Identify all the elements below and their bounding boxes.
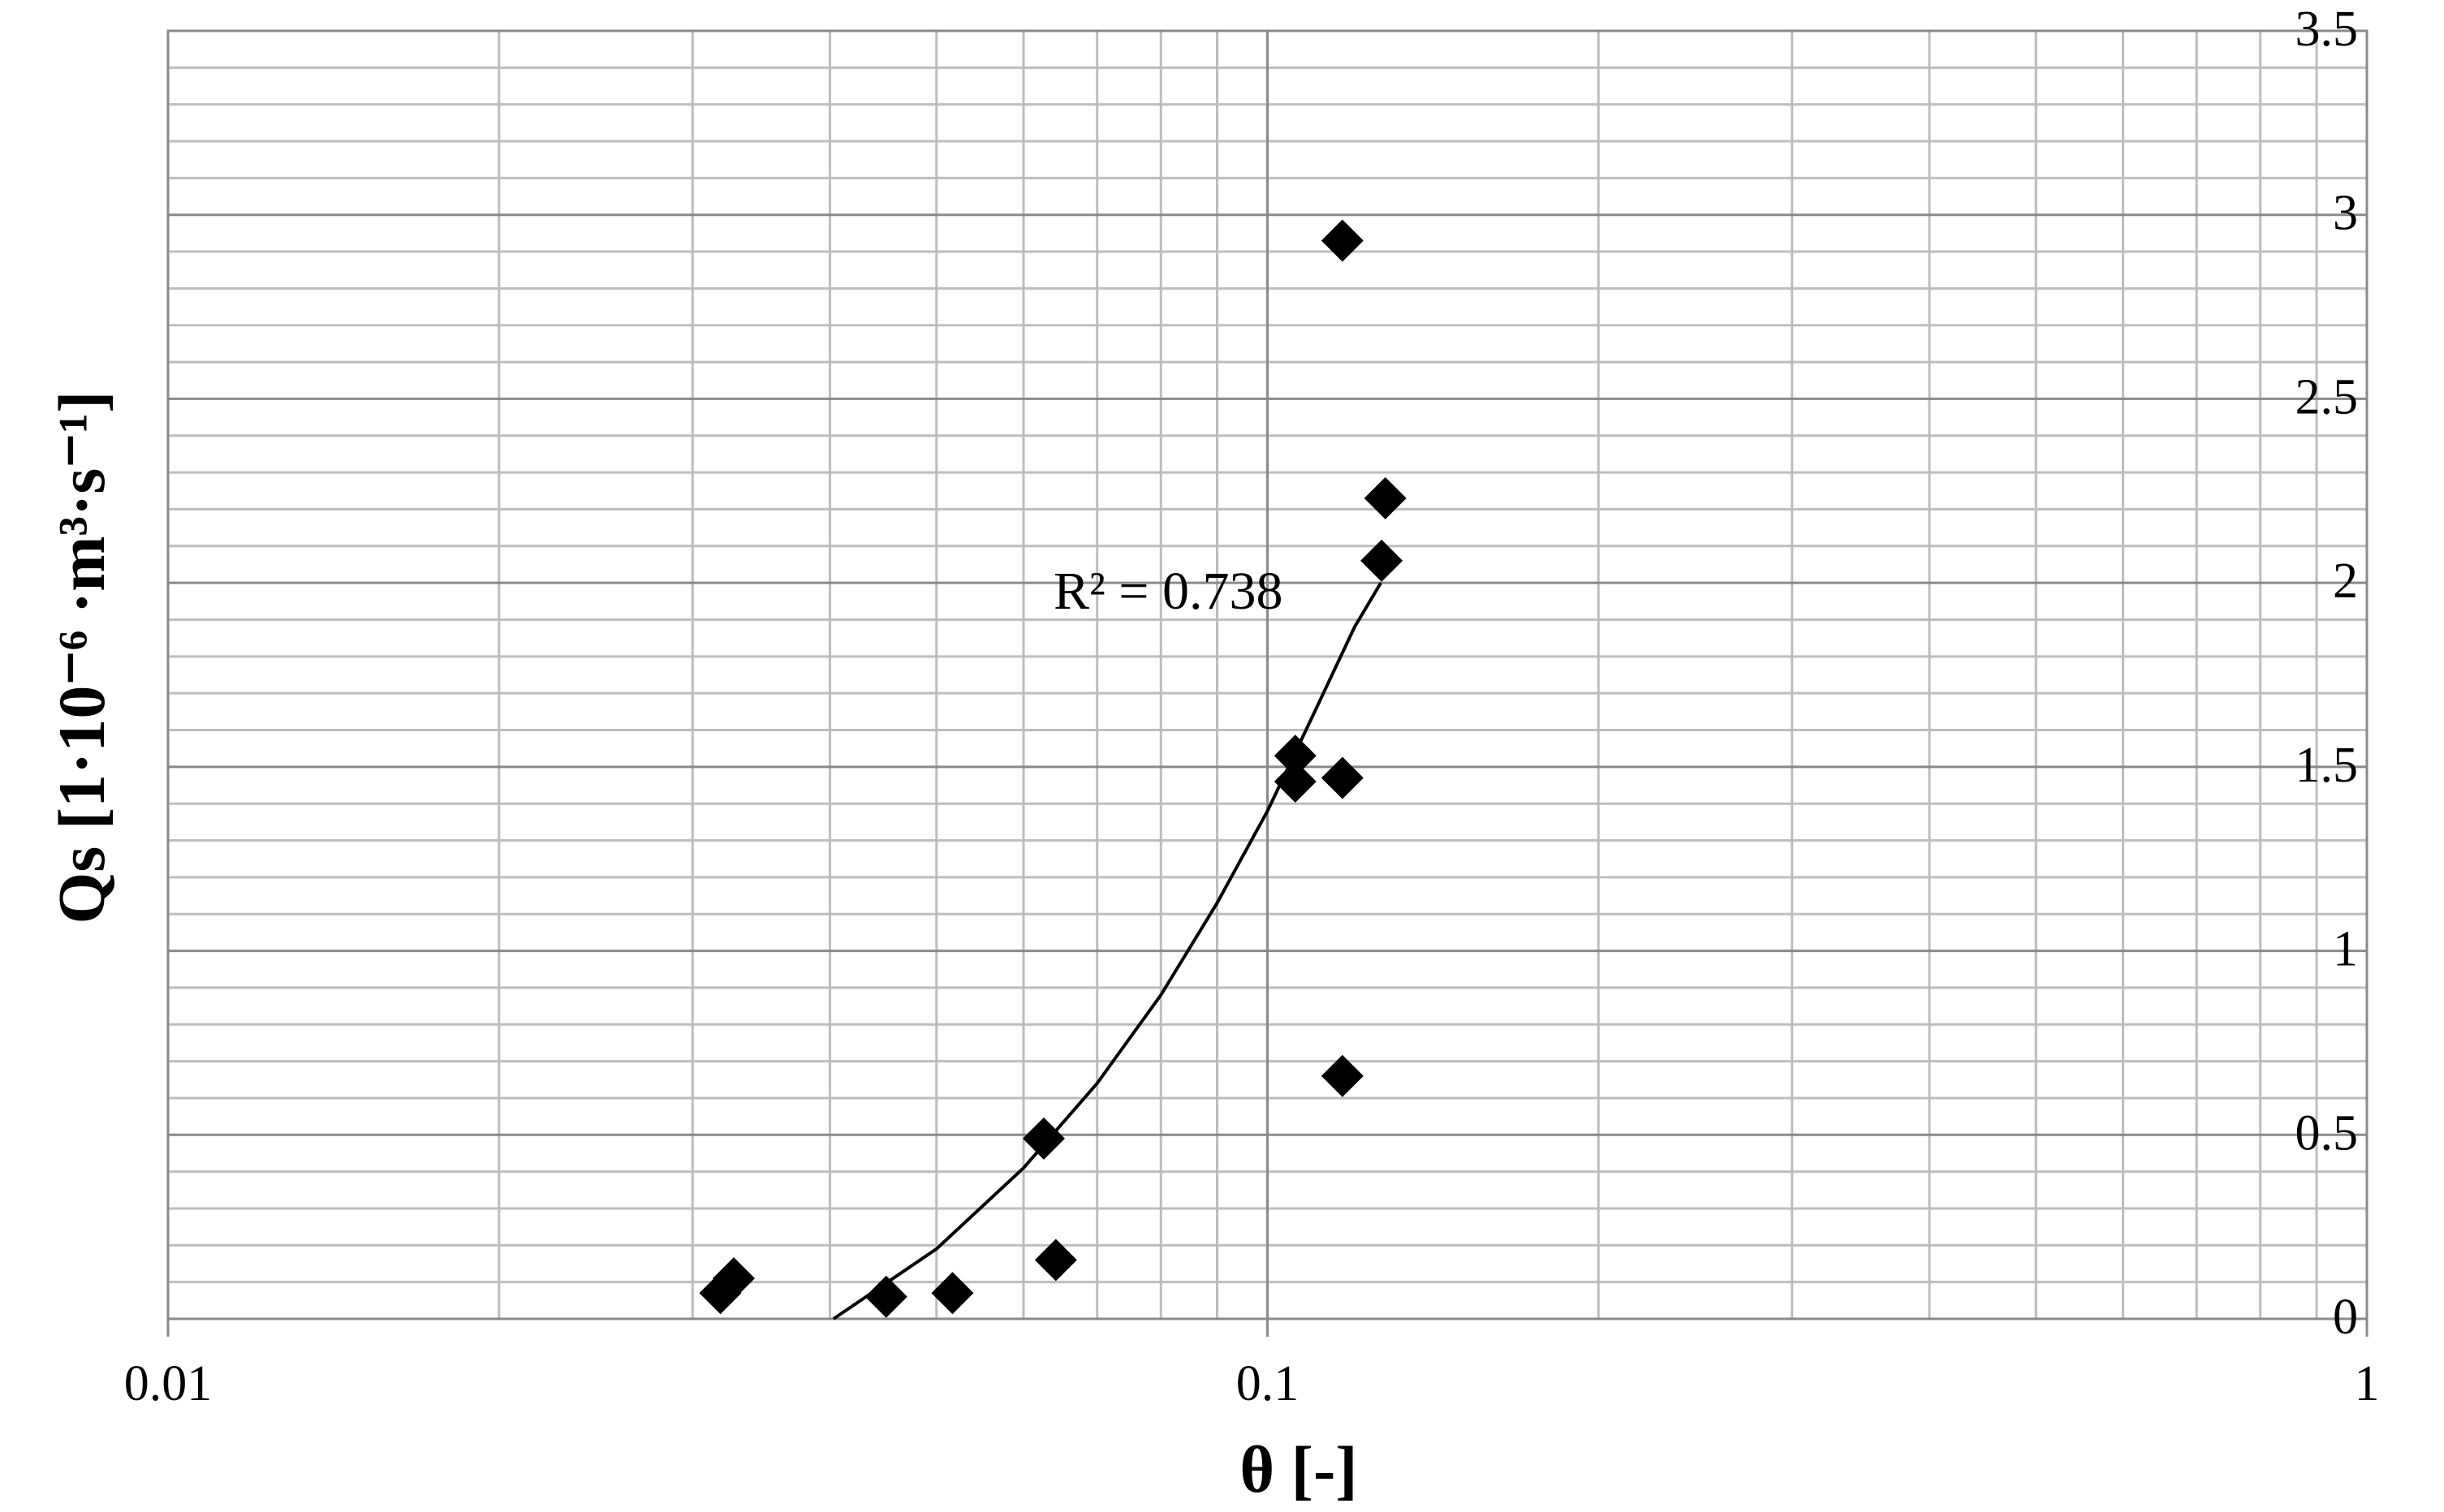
x-tick-labels: 0.01 0.1 1 — [124, 1319, 2380, 1411]
data-point — [1360, 539, 1403, 582]
data-point — [1321, 1054, 1364, 1097]
data-point — [1364, 476, 1407, 519]
y-axis-title: Qs [1·10⁻⁶ ·m³·s⁻¹] — [45, 391, 119, 924]
x-axis-title: θ [-] — [1239, 1432, 1357, 1506]
trendline — [832, 582, 1382, 1320]
data-point — [1022, 1117, 1065, 1160]
x-tick-label: 0.1 — [1236, 1356, 1300, 1411]
y-tick-label: 1 — [2333, 922, 2358, 977]
y-tick-labels: 0 0.5 1 1.5 2 2.5 3 3.5 — [2295, 2, 2359, 1345]
y-tick-label: 1.5 — [2295, 738, 2359, 793]
data-point — [712, 1257, 755, 1300]
y-tick-label: 3 — [2333, 186, 2358, 241]
y-tick-label: 0.5 — [2295, 1105, 2359, 1161]
y-tick-label: 0 — [2333, 1290, 2358, 1345]
data-point — [864, 1275, 907, 1318]
y-tick-label: 2 — [2333, 554, 2358, 609]
r-squared-annotation: R² = 0.738 — [1054, 562, 1283, 621]
y-tick-label: 2.5 — [2295, 369, 2359, 424]
data-point — [1321, 219, 1364, 262]
x-tick-label: 0.01 — [124, 1356, 213, 1411]
plot-area — [166, 29, 2369, 1320]
y-tick-label: 3.5 — [2295, 2, 2359, 57]
x-tick-label: 1 — [2355, 1356, 2380, 1411]
data-point — [1274, 760, 1317, 803]
data-point — [1274, 734, 1317, 778]
data-point — [1034, 1238, 1077, 1282]
data-point — [1321, 756, 1364, 799]
data-points — [699, 219, 1407, 1318]
data-point — [931, 1272, 974, 1315]
major-gridlines — [168, 31, 2367, 1319]
trendline-group — [832, 582, 1382, 1320]
